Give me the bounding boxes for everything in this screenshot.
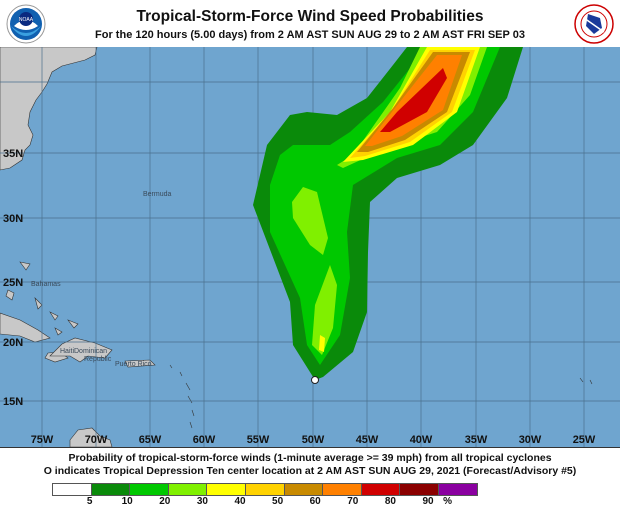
contour-20-30-b (312, 265, 337, 355)
legend-swatch (52, 483, 92, 496)
nws-logo (574, 4, 614, 44)
legend-swatch (245, 483, 285, 496)
legend-tick-label: 5 (86, 496, 93, 507)
lon-label: 55W (247, 434, 270, 446)
lon-label: 70W (85, 434, 108, 446)
svg-text:NOAA: NOAA (19, 17, 34, 23)
header: NOAA Tropical-Storm-Force Wind Speed Pro… (0, 0, 620, 47)
legend-tick-label: 80 (384, 496, 396, 507)
contour-20-30-a (292, 187, 328, 255)
caption-line-2: O indicates Tropical Depression Ten cent… (43, 465, 577, 477)
footer: Probability of tropical-storm-force wind… (0, 447, 620, 508)
legend-swatch (91, 483, 131, 496)
legend-swatch (207, 483, 246, 496)
lat-label: 30N (3, 213, 23, 225)
page-title: Tropical-Storm-Force Wind Speed Probabil… (136, 8, 484, 25)
legend-tick-label: 50 (272, 496, 284, 507)
page-subtitle: For the 120 hours (5.00 days) from 2 AM … (95, 29, 525, 41)
legend-swatch (400, 483, 439, 496)
haiti-label: Haiti (60, 348, 74, 355)
lon-label: 25W (573, 434, 596, 446)
republic-label: Republic (84, 356, 112, 363)
puerto-rico-label: Puerto Rico (115, 361, 152, 368)
color-legend (52, 483, 478, 496)
legend-tick-label: 60 (309, 496, 321, 507)
land (0, 47, 593, 447)
legend-tick-label: 40 (234, 496, 246, 507)
legend-swatch (168, 483, 208, 496)
noaa-logo: NOAA (6, 4, 46, 44)
lon-label: 40W (410, 434, 433, 446)
caption-line-1: Probability of tropical-storm-force wind… (68, 452, 552, 464)
hispaniola (49, 337, 113, 363)
legend-swatch (130, 483, 169, 496)
probability-contours (253, 47, 523, 380)
wind-probability-map: 75W 70W 65W 60W 55W 50W 45W 40W 35W 30W … (0, 47, 620, 447)
bahamas-islands (5, 261, 79, 336)
bahamas-label: Bahamas (31, 281, 61, 288)
storm-center-marker (311, 376, 319, 384)
lat-label: 35N (3, 148, 23, 160)
legend-tick-label: 30 (196, 496, 208, 507)
legend-tick-label: % (443, 496, 453, 507)
legend-ticks: 5 10 20 30 40 50 60 70 80 90% (52, 496, 472, 508)
legend-swatch (323, 483, 362, 496)
puerto-rico (124, 359, 156, 368)
lon-label: 75W (31, 434, 54, 446)
lat-label: 25N (3, 277, 23, 289)
lon-label: 60W (193, 434, 216, 446)
legend-tick-label: 20 (159, 496, 171, 507)
cape-verde-islands (579, 377, 593, 385)
dominican-label: Dominican (74, 348, 107, 355)
legend-swatch (284, 483, 324, 496)
cuba (0, 312, 51, 343)
contour-30-40-b (319, 335, 325, 352)
lon-label: 65W (139, 434, 162, 446)
lon-label: 30W (519, 434, 542, 446)
legend-tick-label: 90 (422, 496, 434, 507)
contour-70-80 (380, 68, 447, 132)
lon-label: 35W (465, 434, 488, 446)
south-america (69, 427, 113, 447)
legend-swatch (438, 483, 478, 496)
lon-label: 45W (356, 434, 379, 446)
bermuda-label: Bermuda (143, 191, 172, 198)
legend-swatch (361, 483, 401, 496)
lesser-antilles (169, 364, 195, 429)
legend-tick-label: 10 (121, 496, 133, 507)
us-east-coast (0, 47, 98, 171)
lon-label: 50W (302, 434, 325, 446)
lat-label: 20N (3, 337, 23, 349)
legend-tick-label: 70 (347, 496, 359, 507)
lat-label: 15N (3, 396, 23, 408)
